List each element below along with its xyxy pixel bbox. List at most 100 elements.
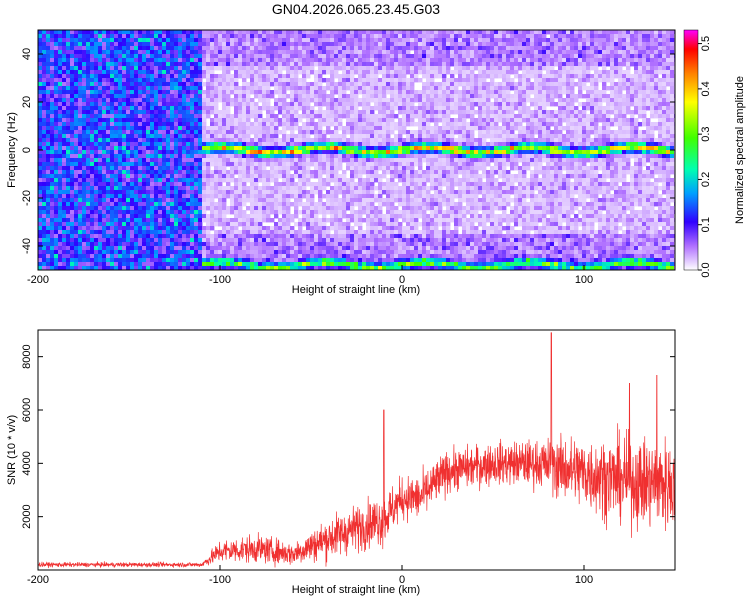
heatmap-cell	[122, 58, 127, 63]
heatmap-cell	[138, 34, 143, 39]
heatmap-cell	[366, 170, 371, 175]
heatmap-cell	[354, 110, 359, 115]
heatmap-cell	[166, 90, 171, 95]
heatmap-cell	[302, 206, 307, 211]
heatmap-cell	[370, 62, 375, 67]
heatmap-cell	[342, 134, 347, 139]
heatmap-cell	[286, 118, 291, 123]
heatmap-cell	[362, 190, 367, 195]
heatmap-cell	[194, 150, 199, 155]
heatmap-cell	[242, 50, 247, 55]
heatmap-cell	[98, 266, 103, 270]
heatmap-cell	[110, 86, 115, 91]
heatmap-cell	[286, 122, 291, 127]
heatmap-cell	[54, 118, 59, 123]
heatmap-cell	[266, 162, 271, 167]
heatmap-cell	[242, 54, 247, 59]
heatmap-cell	[90, 214, 95, 219]
heatmap-cell	[62, 218, 67, 223]
heatmap-cell	[138, 74, 143, 79]
heatmap-cell	[222, 82, 227, 87]
heatmap-cell	[294, 254, 299, 259]
heatmap-cell	[226, 78, 231, 83]
heatmap-cell	[82, 62, 87, 67]
heatmap-cell	[86, 210, 91, 215]
heatmap-cell	[126, 262, 131, 267]
heatmap-cell	[338, 238, 343, 243]
heatmap-cell	[194, 146, 199, 151]
heatmap-cell	[62, 174, 67, 179]
heatmap-cell	[82, 118, 87, 123]
heatmap-cell	[126, 98, 131, 103]
heatmap-cell	[114, 62, 119, 67]
heatmap-cell	[58, 158, 63, 163]
heatmap-cell	[170, 182, 175, 187]
heatmap-cell	[370, 250, 375, 255]
heatmap-cell	[162, 34, 167, 39]
heatmap-cell	[378, 122, 383, 127]
heatmap-cell	[194, 86, 199, 91]
heatmap-cell	[94, 166, 99, 171]
heatmap-cell	[310, 38, 315, 43]
heatmap-cell	[238, 146, 243, 151]
heatmap-cell	[186, 86, 191, 91]
heatmap-cell	[322, 230, 327, 235]
heatmap-cell	[66, 78, 71, 83]
heatmap-cell	[58, 266, 63, 270]
heatmap-cell	[162, 130, 167, 135]
heatmap-cell	[238, 210, 243, 215]
heatmap-cell	[94, 114, 99, 119]
heatmap-cell	[122, 106, 127, 111]
heatmap-cell	[106, 134, 111, 139]
heatmap-cell	[86, 126, 91, 131]
heatmap-cell	[102, 194, 107, 199]
heatmap-cell	[86, 266, 91, 270]
heatmap-cell	[102, 78, 107, 83]
heatmap-cell	[326, 86, 331, 91]
heatmap-cell	[350, 206, 355, 211]
heatmap-cell	[90, 202, 95, 207]
heatmap-cell	[46, 262, 51, 267]
heatmap-cell	[238, 150, 243, 155]
heatmap-cell	[282, 102, 287, 107]
heatmap-cell	[346, 86, 351, 91]
heatmap-cell	[190, 38, 195, 43]
heatmap-cell	[98, 94, 103, 99]
heatmap-cell	[338, 78, 343, 83]
heatmap-cell	[170, 138, 175, 143]
heatmap-cell	[190, 122, 195, 127]
heatmap-cell	[366, 226, 371, 231]
heatmap-cell	[210, 74, 215, 79]
heatmap-cell	[50, 50, 55, 55]
heatmap-cell	[354, 86, 359, 91]
heatmap-cell	[182, 230, 187, 235]
heatmap-cell	[278, 106, 283, 111]
heatmap-cell	[114, 70, 119, 75]
heatmap-cell	[110, 150, 115, 155]
heatmap-cell	[238, 182, 243, 187]
heatmap-cell	[334, 158, 339, 163]
heatmap-cell	[162, 142, 167, 147]
heatmap-cell	[202, 226, 207, 231]
heatmap-cell	[294, 146, 299, 151]
heatmap-cell	[302, 166, 307, 171]
heatmap-cell	[246, 110, 251, 115]
heatmap-cell	[122, 154, 127, 159]
heatmap-cell	[378, 106, 383, 111]
heatmap-cell	[142, 42, 147, 47]
heatmap-cell	[338, 182, 343, 187]
heatmap-cell	[362, 250, 367, 255]
heatmap-cell	[78, 254, 83, 259]
heatmap-cell	[226, 98, 231, 103]
heatmap-cell	[42, 130, 47, 135]
heatmap-cell	[282, 258, 287, 263]
heatmap-cell	[266, 118, 271, 123]
heatmap-cell	[202, 30, 207, 35]
heatmap-cell	[150, 70, 155, 75]
heatmap-cell	[346, 218, 351, 223]
heatmap-cell	[354, 166, 359, 171]
heatmap-cell	[330, 70, 335, 75]
heatmap-cell	[154, 210, 159, 215]
heatmap-cell	[374, 38, 379, 43]
heatmap-cell	[318, 62, 323, 67]
